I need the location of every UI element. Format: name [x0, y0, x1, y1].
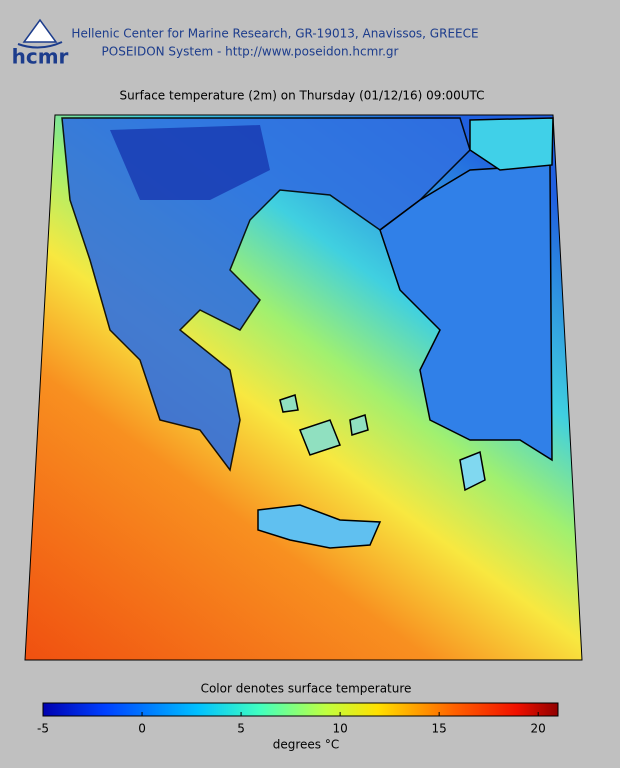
logo: hcmr [12, 18, 69, 69]
island-rhodes [459, 450, 486, 492]
logo-sail [22, 18, 58, 43]
colorbar-tick-label: 10 [332, 722, 347, 736]
colorbar [42, 702, 559, 717]
map-title: Surface temperature (2m) on Thursday (01… [119, 89, 484, 103]
islands-cyclades [279, 394, 369, 456]
colorbar-tick-label: 20 [531, 722, 546, 736]
colorbar-ticks: -5 0 5 10 15 20 [37, 712, 546, 736]
logo-text: hcmr [12, 45, 69, 69]
map [24, 114, 583, 661]
land-highland [110, 125, 270, 200]
colorbar-units: degrees °C [273, 738, 340, 752]
colorbar-tick-label: 0 [138, 722, 146, 736]
colorbar-label: Color denotes surface temperature [201, 682, 412, 696]
land-anatolia [379, 164, 553, 462]
colorbar-tick-label: 15 [432, 722, 447, 736]
land-thrace [469, 117, 554, 171]
colorbar-tick-label: 5 [237, 722, 245, 736]
logo-hull [17, 41, 63, 49]
colorbar-tick-label: -5 [37, 722, 49, 736]
header-line: Hellenic Center for Marine Research, GR-… [71, 27, 478, 41]
header-line: POSEIDON System - http://www.poseidon.hc… [102, 45, 399, 59]
island-crete [257, 504, 382, 549]
